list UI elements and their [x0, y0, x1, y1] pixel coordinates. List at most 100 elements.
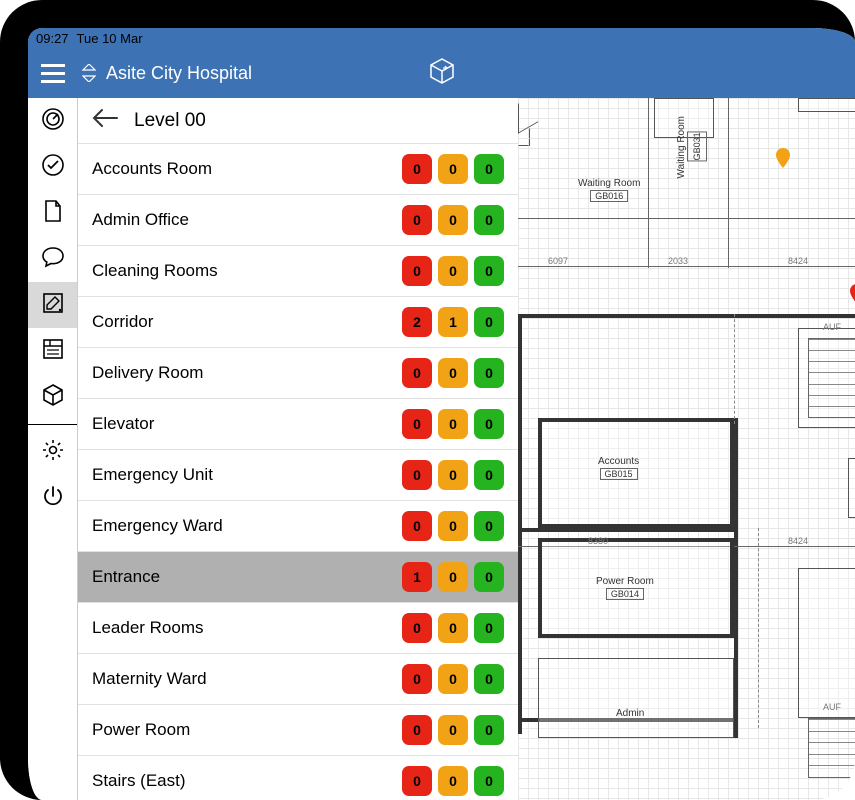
gear-icon	[41, 438, 65, 467]
room-list: Accounts Room000Admin Office000Cleaning …	[78, 144, 518, 800]
menu-button[interactable]	[28, 48, 78, 98]
room-name: Delivery Room	[92, 363, 203, 383]
stairs-icon	[808, 338, 855, 418]
badge-green: 0	[474, 664, 504, 694]
badge-red: 0	[402, 358, 432, 388]
sort-icon[interactable]	[82, 64, 96, 82]
room-name: Accounts Room	[92, 159, 212, 179]
sidebar-item-files[interactable]	[28, 190, 77, 236]
badge-red: 0	[402, 511, 432, 541]
status-badges: 100	[402, 562, 504, 592]
sidebar	[28, 98, 78, 800]
sidebar-item-settings[interactable]	[28, 429, 77, 475]
badge-red: 0	[402, 715, 432, 745]
room-name: Maternity Ward	[92, 669, 207, 689]
dimension-label: 8424	[788, 256, 808, 266]
room-name: Power Room	[92, 720, 190, 740]
stairs-icon	[808, 718, 855, 778]
badge-amber: 0	[438, 409, 468, 439]
edit-square-icon	[41, 291, 65, 320]
badge-green: 0	[474, 766, 504, 796]
status-badges: 000	[402, 358, 504, 388]
badge-amber: 0	[438, 664, 468, 694]
map-pin	[850, 284, 855, 304]
badge-green: 0	[474, 715, 504, 745]
badge-green: 0	[474, 256, 504, 286]
badge-amber: 0	[438, 256, 468, 286]
room-row[interactable]: Admin Office000	[78, 195, 518, 246]
dimension-label: 8424	[788, 536, 808, 546]
room-row[interactable]: Leader Rooms 000	[78, 603, 518, 654]
dimension-label: 6097	[548, 256, 568, 266]
status-badges: 000	[402, 715, 504, 745]
sidebar-item-comments[interactable]	[28, 236, 77, 282]
status-badges: 210	[402, 307, 504, 337]
badge-red: 0	[402, 766, 432, 796]
status-badges: 000	[402, 154, 504, 184]
badge-green: 0	[474, 358, 504, 388]
wall	[518, 314, 855, 318]
room-label: Power RoomGB014	[596, 576, 654, 600]
badge-red: 0	[402, 256, 432, 286]
badge-green: 0	[474, 613, 504, 643]
sidebar-item-tasks[interactable]	[28, 144, 77, 190]
status-badges: 000	[402, 664, 504, 694]
room-row[interactable]: Accounts Room 000	[78, 144, 518, 195]
room-name: Cleaning Rooms	[92, 261, 218, 281]
room-label: Waiting RoomGB016	[578, 178, 640, 202]
room-name: Stairs (East)	[92, 771, 186, 791]
room-label: AccountsGB015	[598, 456, 639, 480]
room-row[interactable]: Maternity Ward 000	[78, 654, 518, 705]
room-name: Corridor	[92, 312, 153, 332]
guideline	[648, 98, 649, 268]
room-label: Waiting RoomGB031	[676, 116, 707, 178]
badge-red: 0	[402, 409, 432, 439]
badge-red: 0	[402, 460, 432, 490]
cube-nav-icon[interactable]	[427, 56, 457, 91]
dimension-label: 8380	[588, 536, 608, 546]
status-date: Tue 10 Mar	[77, 31, 143, 46]
back-button[interactable]	[92, 108, 118, 133]
room-row[interactable]: Entrance100	[78, 552, 518, 603]
badge-green: 0	[474, 205, 504, 235]
power-icon	[41, 484, 65, 513]
room-row[interactable]: Power Room000	[78, 705, 518, 756]
status-badges: 000	[402, 613, 504, 643]
room-row[interactable]: Emergency Unit000	[78, 450, 518, 501]
cube-icon	[41, 383, 65, 412]
room-name: Leader Rooms	[92, 618, 204, 638]
file-icon	[42, 199, 64, 228]
badge-green: 0	[474, 511, 504, 541]
badge-green: 0	[474, 562, 504, 592]
sidebar-item-models[interactable]	[28, 374, 77, 420]
badge-red: 0	[402, 205, 432, 235]
sidebar-item-markup[interactable]	[28, 282, 77, 328]
project-title: Asite City Hospital	[106, 63, 252, 84]
badge-red: 1	[402, 562, 432, 592]
wall	[518, 528, 738, 532]
sidebar-item-power[interactable]	[28, 475, 77, 521]
sidebar-item-dashboard[interactable]	[28, 98, 77, 144]
status-badges: 000	[402, 460, 504, 490]
level-header: Level 00	[78, 98, 518, 144]
floorplan[interactable]: Waiting RoomGB016 Waiting RoomGB031 Accoun…	[518, 98, 855, 800]
sidebar-divider	[28, 424, 77, 425]
room-row[interactable]: Stairs (East)000	[78, 756, 518, 800]
badge-green: 0	[474, 307, 504, 337]
badge-green: 0	[474, 460, 504, 490]
room-row[interactable]: Corridor 210	[78, 297, 518, 348]
room-box	[798, 98, 855, 112]
dimension-label: AUF	[823, 702, 841, 712]
status-badges: 000	[402, 766, 504, 796]
content: Level 00 Accounts Room000Admin Office000…	[78, 98, 855, 800]
room-row[interactable]: Delivery Room000	[78, 348, 518, 399]
badge-amber: 1	[438, 307, 468, 337]
wall	[734, 418, 738, 738]
room-row[interactable]: Elevator000	[78, 399, 518, 450]
guideline	[518, 218, 855, 219]
room-row[interactable]: Emergency Ward000	[78, 501, 518, 552]
room-name: Admin Office	[92, 210, 189, 230]
sidebar-item-forms[interactable]	[28, 328, 77, 374]
badge-amber: 0	[438, 205, 468, 235]
room-row[interactable]: Cleaning Rooms000	[78, 246, 518, 297]
